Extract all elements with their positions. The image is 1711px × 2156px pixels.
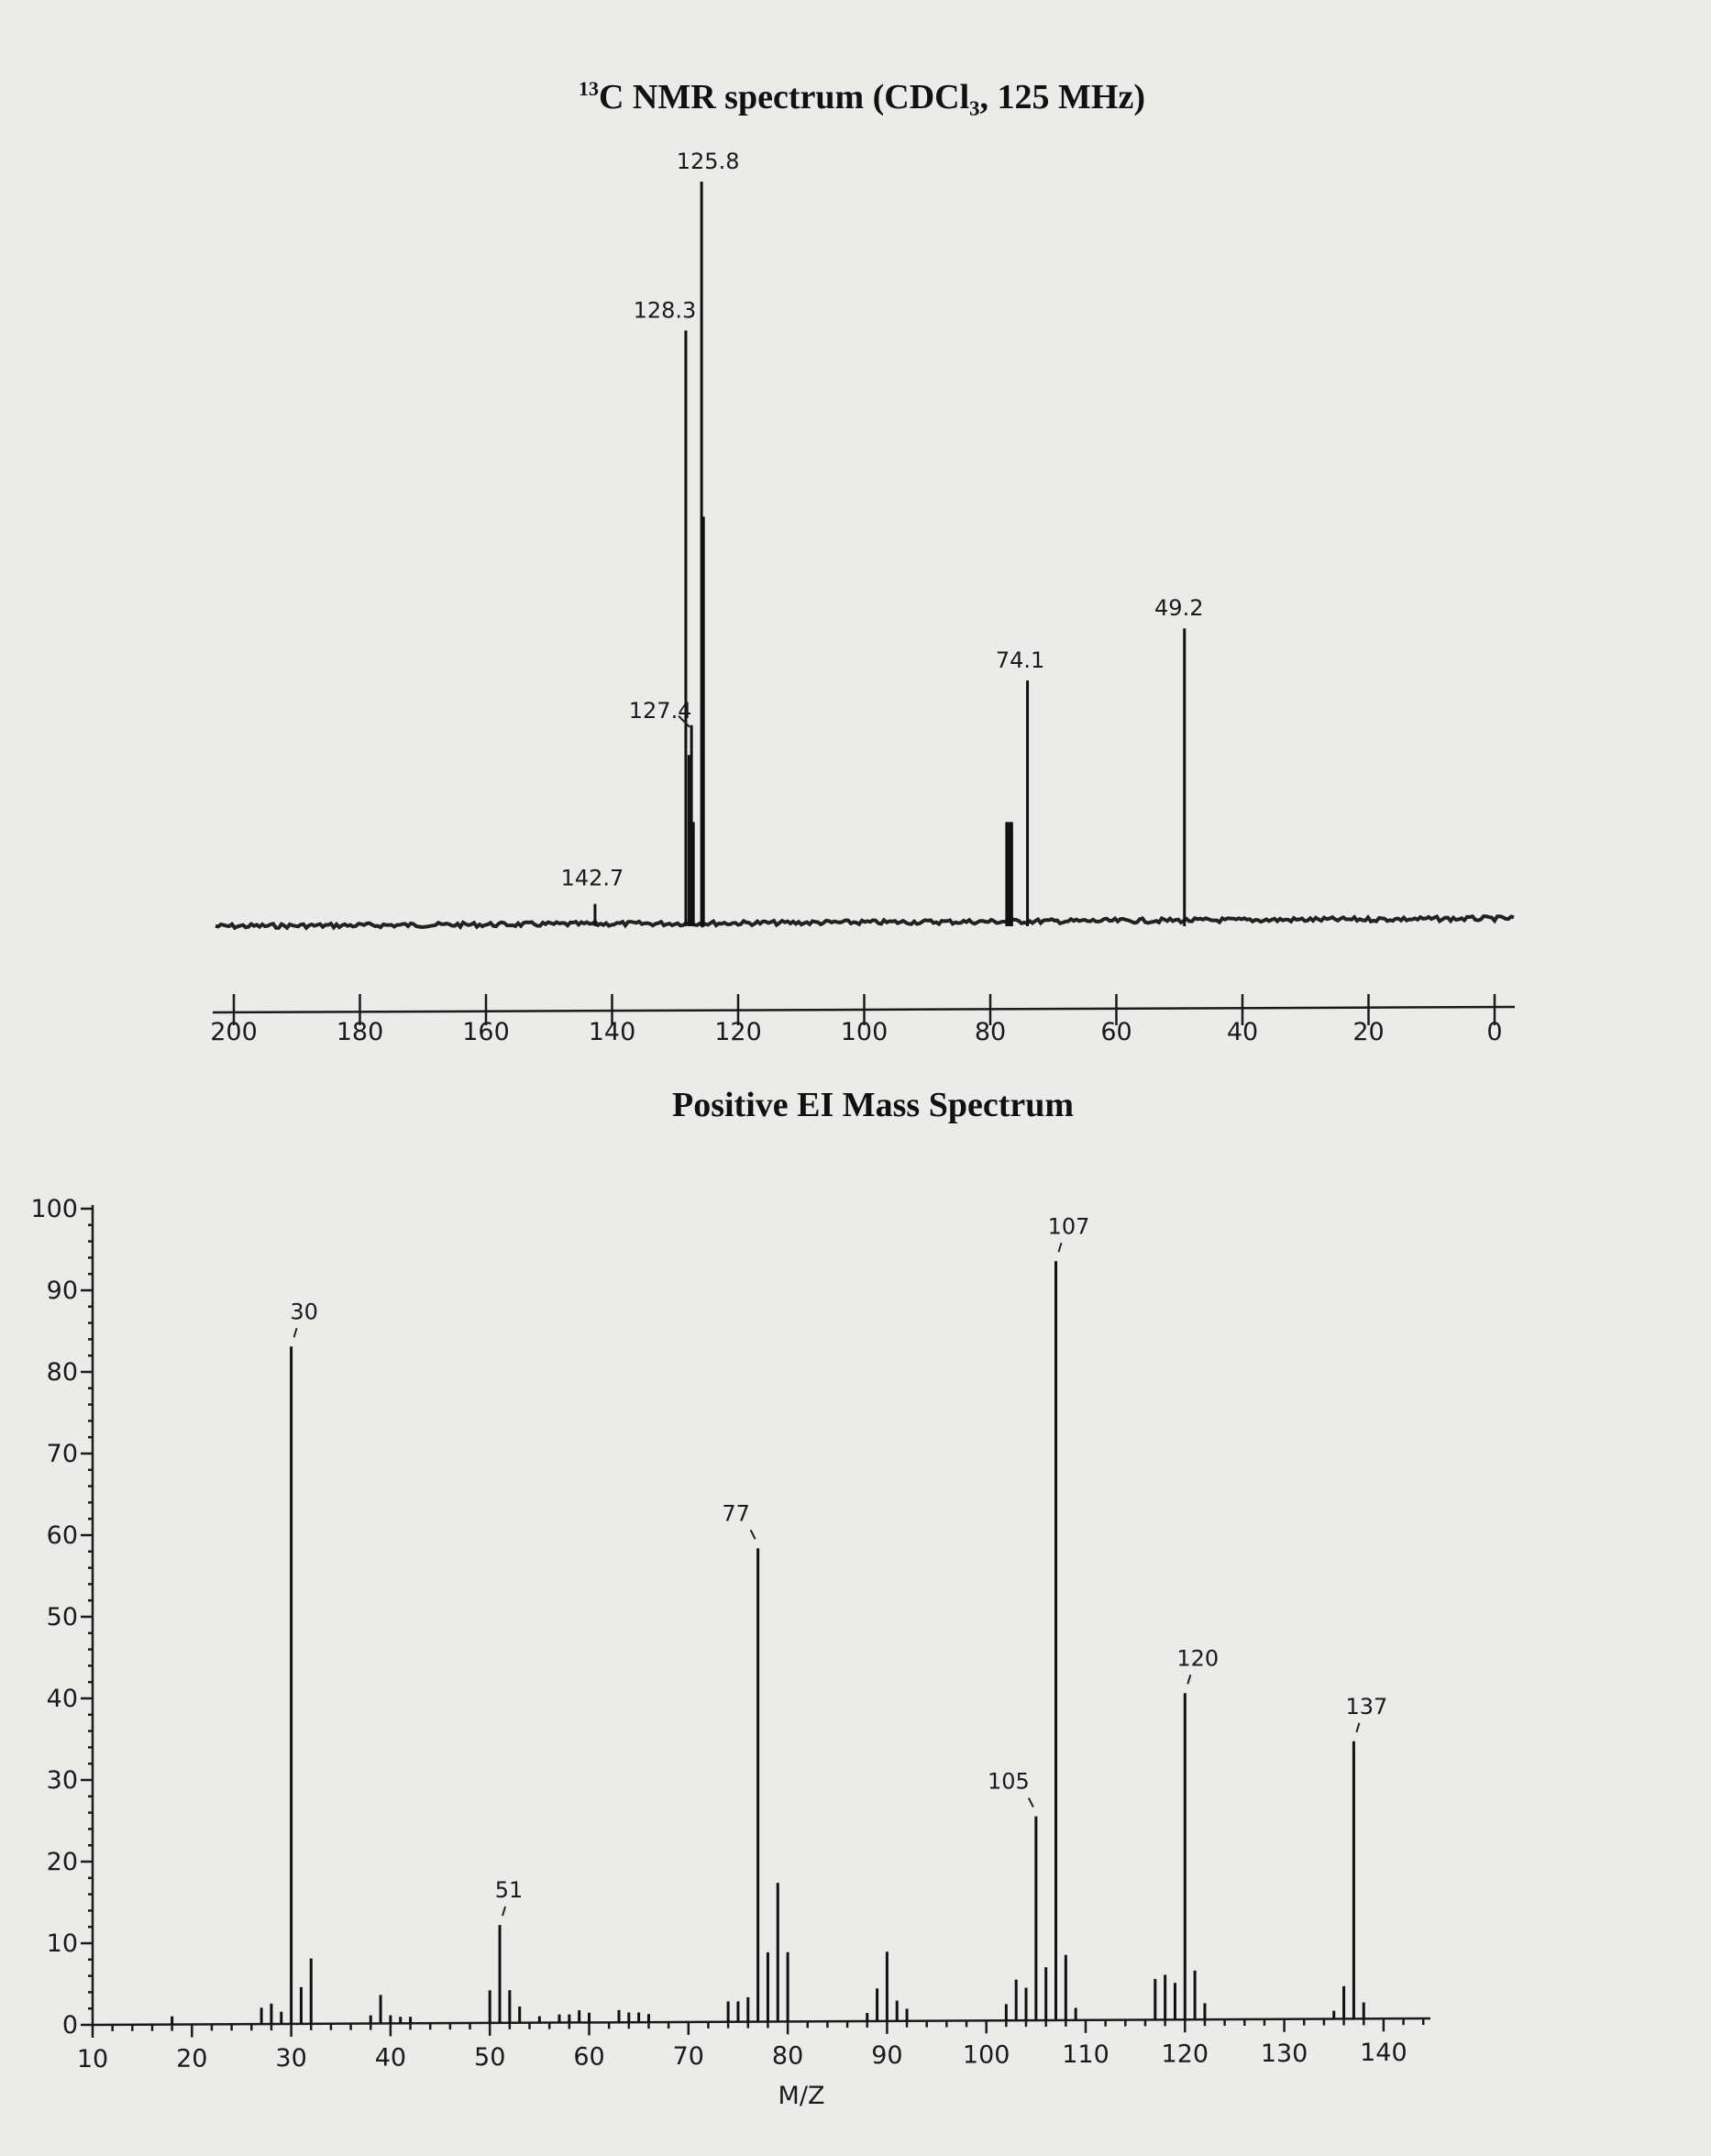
ms-peak-label: 105 [988, 1769, 1030, 1795]
ms-x-tick-label: 100 [963, 2040, 1010, 2069]
ms-x-tick-label: 10 [77, 2045, 108, 2073]
ms-y-tick-label: 30 [47, 1766, 78, 1795]
nmr-x-tick-label: 60 [1100, 1018, 1131, 1046]
nmr-x-tick-label: 200 [210, 1018, 258, 1046]
ms-label-leader [1027, 1797, 1034, 1808]
nmr-peak-label: 128.3 [634, 297, 697, 323]
ms-y-tick-label: 100 [30, 1195, 78, 1223]
ms-chart: 0 10 20 30 40 50 60 70 80 90 100 10 20 30 40 50 60 70 80 90… [30, 1195, 1431, 2073]
ms-x-tick-label: 80 [772, 2041, 803, 2070]
ms-x-tick-label: 40 [375, 2043, 406, 2072]
ms-x-axis-label: M/Z [778, 2082, 825, 2110]
nmr-baseline [215, 914, 1515, 931]
ms-y-tick-label: 60 [47, 1521, 78, 1550]
ms-label-leader [502, 1906, 506, 1917]
ms-peak-label: 107 [1048, 1213, 1090, 1239]
ms-label-leader [1355, 1722, 1361, 1733]
ms-y-tick-label: 40 [47, 1685, 78, 1713]
nmr-x-tick-label: 120 [714, 1018, 762, 1046]
ms-y-tick-label: 50 [47, 1603, 78, 1631]
ms-x-tick-label: 20 [176, 2044, 207, 2073]
ms-peak-label: 137 [1346, 1694, 1388, 1719]
nmr-label-leader [678, 715, 690, 728]
nmr-x-tick-label: 140 [589, 1018, 636, 1046]
ms-label-leader [749, 1529, 756, 1540]
nmr-chart-title: 13C NMR spectrum (CDCl₃, 125 MHz) [579, 77, 1145, 116]
ms-y-tick-label: 70 [47, 1440, 78, 1468]
nmr-peak-label: 125.8 [677, 149, 740, 174]
nmr-peak-label: 49.2 [1154, 595, 1203, 621]
nmr-peak-label: 142.7 [561, 866, 624, 891]
ms-x-tick-label: 130 [1261, 2040, 1308, 2068]
ms-y-tick-label: 80 [47, 1358, 78, 1387]
ms-x-tick-label: 120 [1162, 2040, 1209, 2068]
ms-x-tick-label: 60 [573, 2042, 604, 2071]
ms-y-tick-label: 0 [62, 2011, 78, 2040]
nmr-x-tick-label: 100 [841, 1018, 889, 1046]
ms-x-tick-label: 30 [275, 2044, 306, 2073]
ms-label-leader [1057, 1242, 1063, 1253]
nmr-x-tick-label: 0 [1486, 1018, 1502, 1046]
ms-peak-label: 77 [722, 1500, 750, 1526]
ms-label-leader [293, 1327, 298, 1338]
ms-y-tick-label: 90 [47, 1277, 78, 1305]
ms-x-axis [92, 2017, 1431, 2027]
ms-x-tick-label: 140 [1360, 2039, 1407, 2067]
ms-x-tick-label: 110 [1062, 2040, 1109, 2069]
ms-x-tick-label: 70 [673, 2042, 704, 2071]
ms-x-tick-label: 50 [474, 2043, 505, 2072]
nmr-title-superscript: 13 [579, 77, 599, 100]
ms-peak-label: 30 [290, 1299, 318, 1324]
ms-chart-title: Positive EI Mass Spectrum [672, 1086, 1074, 1124]
ms-y-tick-label: 20 [47, 1848, 78, 1876]
nmr-x-tick-label: 160 [462, 1018, 510, 1046]
nmr-peak-label: 74.1 [996, 647, 1044, 673]
ms-peak-label: 120 [1176, 1645, 1219, 1671]
nmr-x-tick-label: 40 [1227, 1018, 1258, 1046]
ms-x-tick-label: 90 [871, 2041, 902, 2070]
nmr-title-text: C NMR spectrum (CDCl₃, 125 MHz) [599, 78, 1145, 116]
ms-peak-label: 51 [495, 1877, 524, 1903]
nmr-x-tick-label: 80 [975, 1018, 1006, 1046]
ms-label-leader [1187, 1674, 1192, 1685]
nmr-x-tick-label: 180 [337, 1018, 384, 1046]
nmr-x-tick-label: 20 [1352, 1018, 1384, 1046]
ms-y-tick-label: 10 [47, 1929, 78, 1958]
